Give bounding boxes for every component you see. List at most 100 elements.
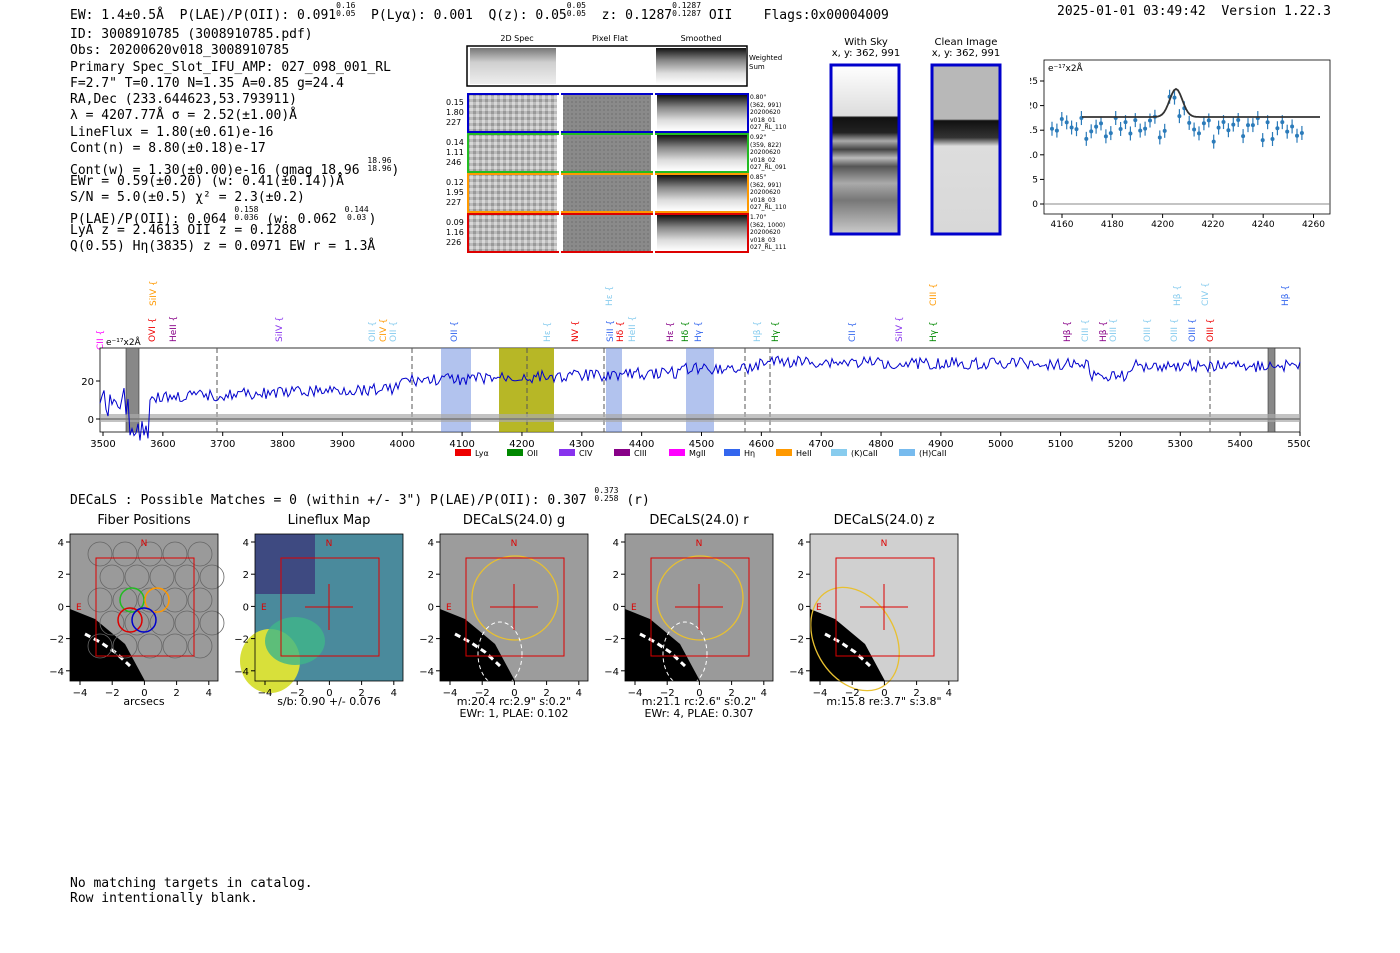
decals-caption-2: EWr: 1, PLAE: 0.102 <box>459 707 569 720</box>
spec-xtick-label: 5400 <box>1227 439 1252 450</box>
with-sky-title: With Sky <box>844 37 888 48</box>
clean-image-title: Clean Image <box>934 37 998 48</box>
spec-xtick-label: 4300 <box>569 439 594 450</box>
col-header-2dspec: 2D Spec <box>500 34 533 43</box>
fit-xtick-label: 4200 <box>1151 220 1174 230</box>
cutout-value-3: 226 <box>446 238 462 247</box>
spectrum-dashed-lines <box>216 348 1211 432</box>
spec-line-label: Hβ { <box>753 321 763 342</box>
decals-xtick-label: 4 <box>946 688 952 699</box>
cutout-meta-2: (362, 1000) <box>750 221 786 229</box>
info-contw-lo: 18.96 <box>367 164 392 174</box>
decals-xtick-label: 2 <box>913 688 919 699</box>
spectrum-noise-band <box>100 414 1300 422</box>
fiber-circle <box>87 633 113 659</box>
decals-ytick-label: 4 <box>798 538 804 549</box>
decals-panel-title: DECaLS(24.0) z <box>833 513 935 528</box>
spec-line-label: CIV { <box>379 318 389 342</box>
header-plae-hi: 0.16 <box>336 1 356 10</box>
cutout-meta-3: 20200620 <box>750 109 781 116</box>
cutout-meta: 0.80" (362, 991) 20200620 v018_01 027_RL… <box>750 94 786 132</box>
cutout-meta-4: v018_01 <box>750 116 776 124</box>
decals-red-box <box>280 557 380 657</box>
decals-xtick-label: 0 <box>326 688 332 699</box>
info-contw-hi: 18.96 <box>367 156 392 166</box>
spec-xtick-label: 5100 <box>1048 439 1073 450</box>
info-fit: F=2.7" T=0.170 N=1.35 A=0.85 g=24.4 <box>70 75 344 91</box>
cutout-value-1: 0.14 <box>446 138 464 147</box>
decals-ytick-label: 0 <box>58 602 64 613</box>
spec-xtick-label: 4600 <box>749 439 774 450</box>
header-version: Version 1.22.3 <box>1221 4 1331 19</box>
spec-line-label: OIII { <box>1170 318 1180 342</box>
decals-ytick-label: 0 <box>243 602 249 613</box>
lineflux-dark-region <box>255 534 315 594</box>
spec-legend-label: OII <box>527 449 538 458</box>
fit-point <box>1103 134 1108 139</box>
spec-line-label: Hγ { <box>929 321 939 342</box>
decals-xtick-label: 4 <box>206 688 212 699</box>
spec-line-label: CII { <box>848 322 858 342</box>
fit-ytick-label: 15 <box>1030 126 1038 136</box>
fiber-circle <box>137 633 163 659</box>
decals-ytick-label: −4 <box>419 667 434 678</box>
decals-red-box <box>650 557 750 657</box>
info-contn: Cont(n) = 8.80(±0.18)e-17 <box>70 141 266 157</box>
fiber-circle <box>162 587 188 613</box>
decals-ytick-label: −2 <box>604 635 619 646</box>
spec-xtick-label: 3500 <box>90 439 115 450</box>
spec-legend-swatch <box>831 449 847 456</box>
decals-lo: 0.258 <box>594 494 619 503</box>
spec-xtick-label: 4900 <box>928 439 953 450</box>
fit-point <box>1089 129 1094 134</box>
decals-ytick-label: −2 <box>789 635 804 646</box>
spec-legend-swatch <box>455 449 471 456</box>
with-sky-xy: x, y: 362, 991 <box>831 48 901 59</box>
cutout-row: 0.12 1.95 227 0.85" (362, 991) 20200620 … <box>440 173 800 213</box>
decals-ytick-label: 4 <box>428 538 434 549</box>
decals-panel-image: N E 4 2 0 −2 −4 −4 −2 0 2 4 <box>419 533 589 699</box>
decals-east-label: E <box>261 603 267 613</box>
fiber-circle <box>187 587 213 613</box>
header-right: 2025-01-01 03:49:42 Version 1.22.3 <box>1057 4 1331 19</box>
spec-xtick-label: 5300 <box>1168 439 1193 450</box>
decals-panel-image: N E 4 2 0 −2 −4 −4 −2 0 2 4 <box>49 533 225 699</box>
fit-point <box>1059 117 1064 122</box>
fit-point <box>1280 120 1285 125</box>
spec-line-label: SiII { <box>606 320 616 342</box>
decals-xtick-label: 0 <box>696 688 702 699</box>
header-qz: Q(z): 0.05 <box>488 8 567 23</box>
spec-line-label: OIII { <box>1109 318 1119 342</box>
fit-point <box>1221 120 1226 125</box>
spec-line-label: OII { <box>368 321 378 342</box>
fit-point <box>1108 131 1113 136</box>
info-contw: Cont(w) = 1.30(±0.00)e-16 (gmag 18.96 18… <box>70 156 400 179</box>
fit-xtick-label: 4180 <box>1101 220 1124 230</box>
decals-aperture-ellipse-2 <box>477 621 523 687</box>
decals-xtick-label: −2 <box>845 688 860 699</box>
fit-point <box>1138 128 1143 133</box>
spec-xtick-label: 5200 <box>1108 439 1133 450</box>
decals-caption-1: s/b: 0.90 +/- 0.076 <box>277 695 381 708</box>
spec-line-label: OIII { <box>1206 318 1216 342</box>
decals-ytick-label: 0 <box>798 602 804 613</box>
decals-ytick-label: 0 <box>613 602 619 613</box>
fit-point <box>1162 128 1167 133</box>
weighted-sum-label: Weighted <box>749 54 782 62</box>
fit-xtick-label: 4260 <box>1302 220 1325 230</box>
fit-point <box>1133 118 1138 123</box>
with-sky-image <box>829 63 901 236</box>
fit-point <box>1157 135 1162 140</box>
spec-line-label: CIV { <box>1201 282 1211 306</box>
decals-ytick-label: 4 <box>243 538 249 549</box>
info-ewr: EWr = 0.59(±0.20) (w: 0.41(±0.14))Å <box>70 173 344 189</box>
cutout-value-2: 1.95 <box>446 188 464 197</box>
decals-east-label: E <box>76 603 82 613</box>
info-plae: P(LAE)/P(OII): 0.064 0.158 0.036 (w: 0.06… <box>70 205 377 228</box>
fiber-circle <box>187 633 213 659</box>
cutout-meta-1: 0.92" <box>750 134 767 141</box>
fiber-circle <box>112 541 138 567</box>
decals-panel-title: Lineflux Map <box>287 513 371 528</box>
cutout-meta-5: 027_RL_111 <box>750 244 787 251</box>
decals-ytick-label: 2 <box>798 570 804 581</box>
